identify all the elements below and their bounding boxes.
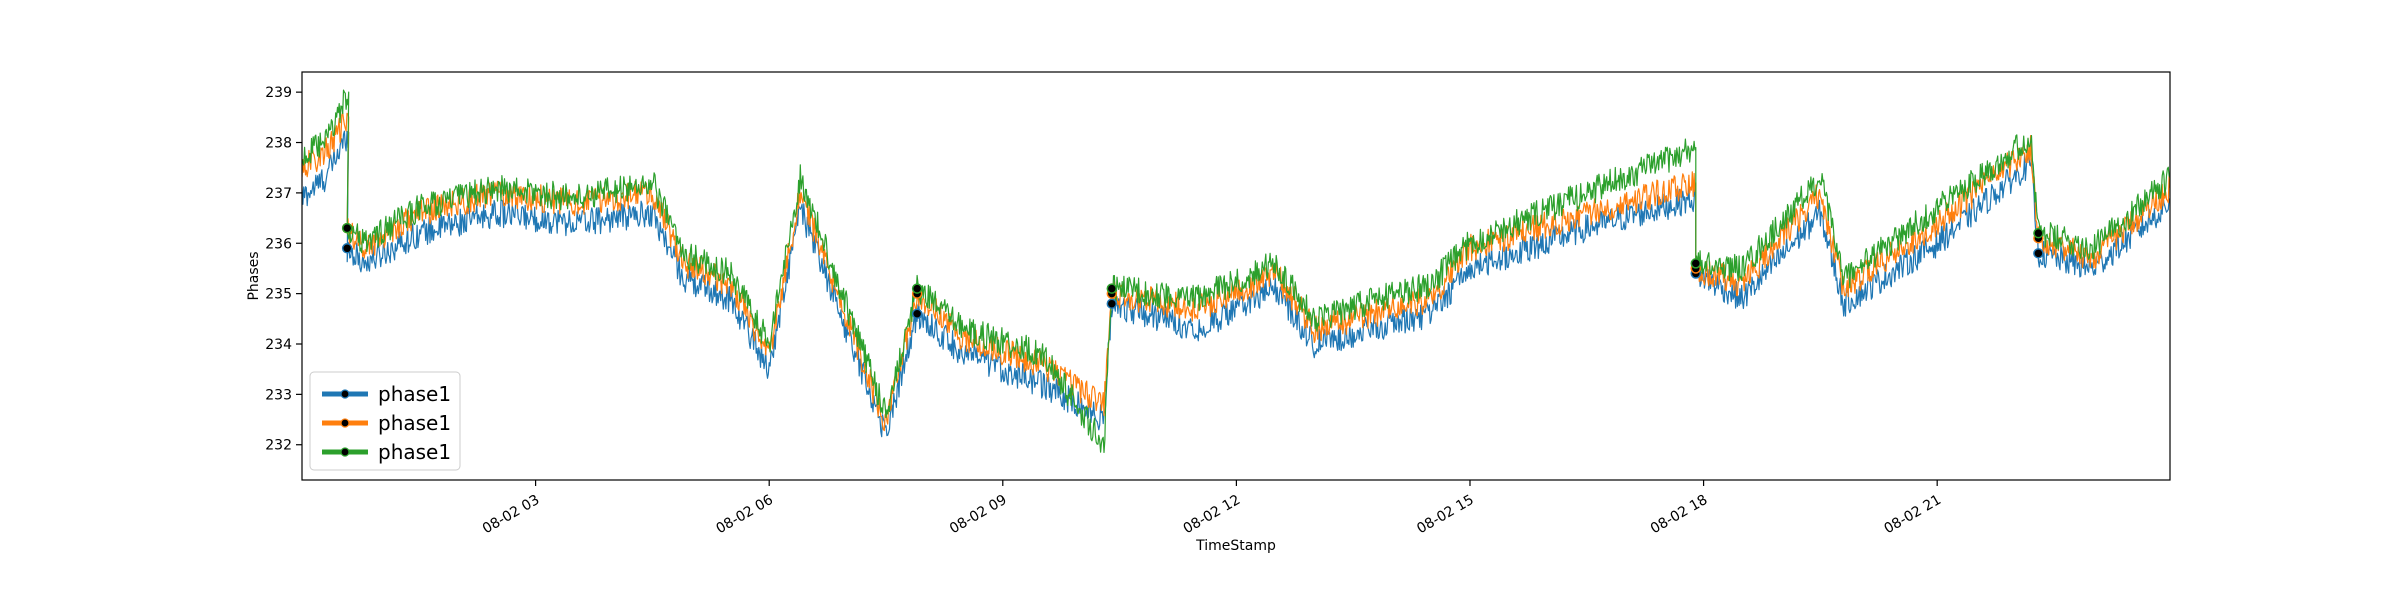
y-tick-label: 238	[265, 136, 292, 152]
series-layer	[302, 89, 2170, 454]
y-axis-title: Phases	[246, 251, 262, 300]
legend-marker	[340, 389, 350, 399]
legend-marker	[340, 418, 350, 428]
y-tick-label: 234	[265, 337, 292, 353]
y-tick-label: 235	[265, 287, 292, 303]
y-tick-label: 237	[265, 186, 292, 202]
legend-marker	[340, 447, 350, 457]
legend-label: phase1	[378, 411, 451, 435]
event-marker	[2033, 227, 2044, 239]
series-line-3	[302, 89, 2170, 454]
y-tick-label: 239	[265, 85, 292, 101]
legend-label: phase1	[378, 440, 451, 464]
event-marker	[1106, 283, 1118, 294]
marker-layer	[341, 222, 2044, 320]
series-line-1	[302, 130, 2170, 438]
event-marker	[341, 222, 353, 234]
event-marker	[911, 283, 923, 294]
legend-label: phase1	[378, 382, 451, 406]
y-tick-label: 233	[265, 387, 292, 403]
y-tick-label: 232	[265, 438, 292, 454]
event-marker	[1106, 298, 1118, 309]
legend: phase1 phase1 phase1	[309, 371, 461, 471]
event-marker	[341, 243, 353, 254]
event-marker	[2033, 248, 2044, 259]
y-tick-label: 236	[265, 236, 292, 252]
x-axis-title: TimeStamp	[1195, 538, 1276, 554]
y-axis: 232 233 234 235 236 237 238 239	[265, 85, 302, 454]
event-marker	[1690, 258, 1702, 269]
event-marker	[911, 308, 923, 320]
